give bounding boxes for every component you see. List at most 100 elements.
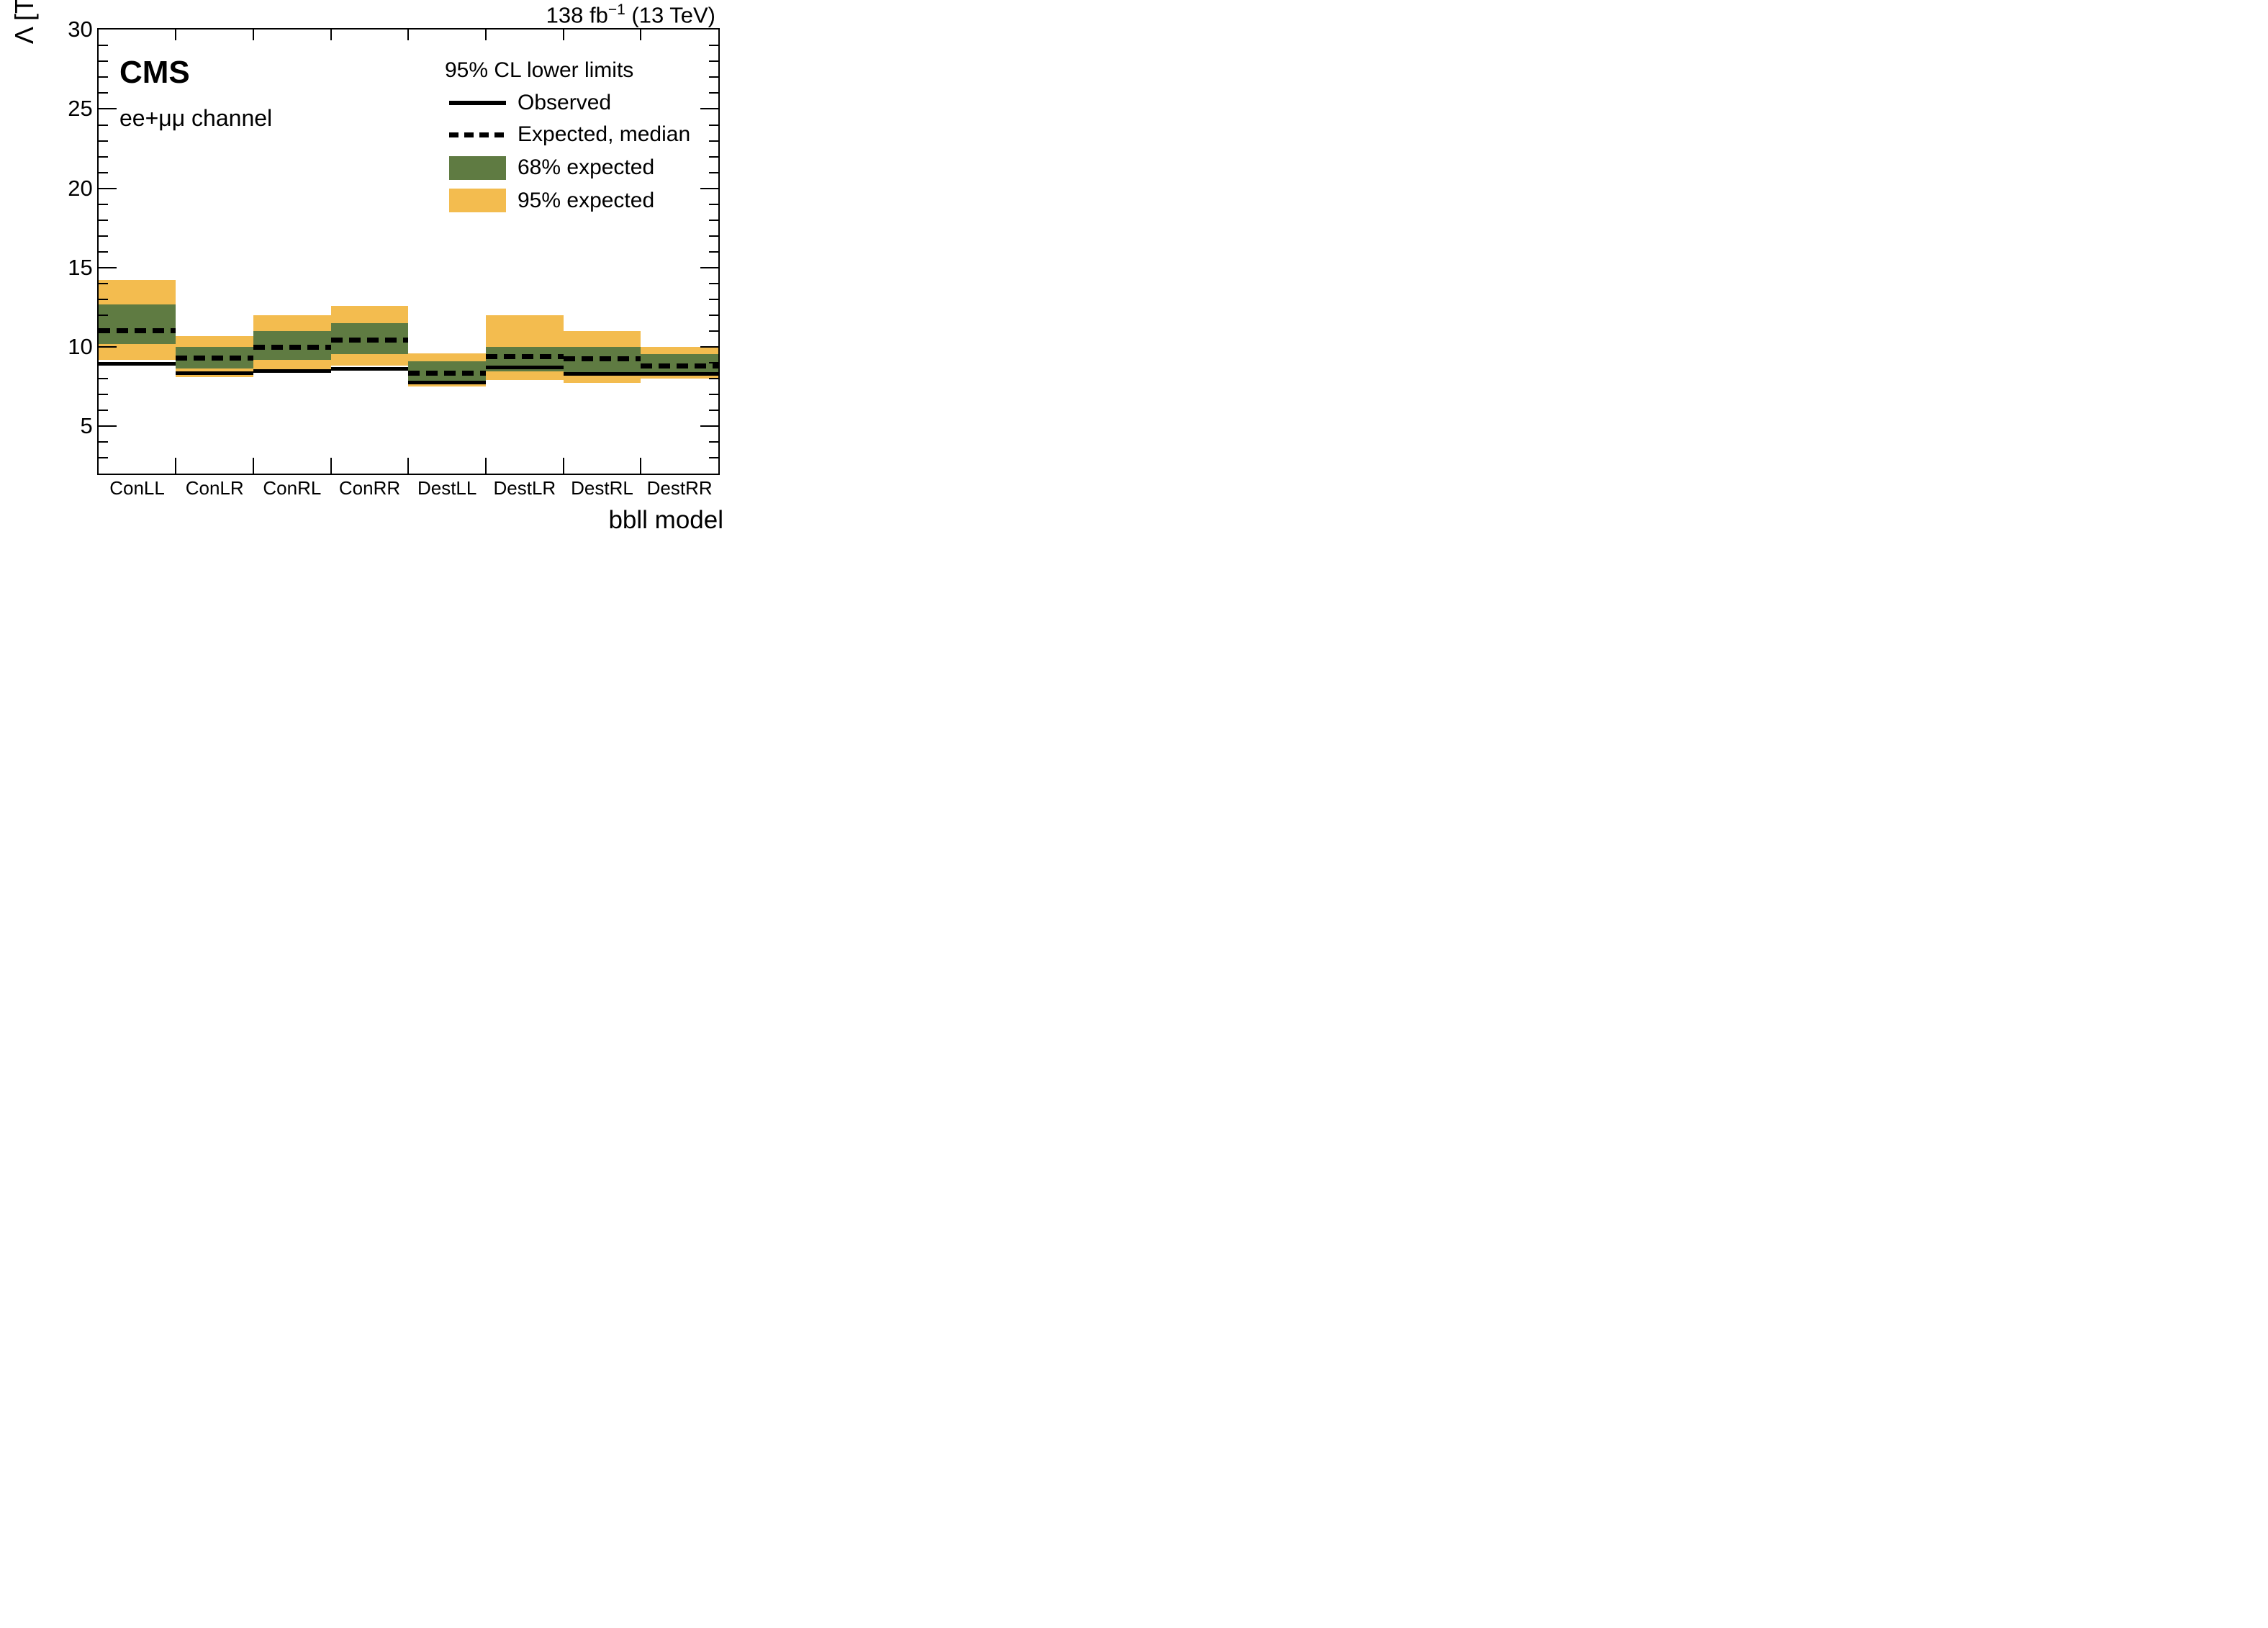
- legend-68pct-label: 68% expected: [518, 155, 655, 179]
- y-minor-tick-22-left: [98, 155, 108, 158]
- observed-line-ConLL: [98, 361, 176, 366]
- y-axis-title: Λ [TeV]: [9, 0, 39, 45]
- y-minor-tick-11-right: [709, 330, 718, 332]
- observed-line-ConLR: [176, 371, 254, 375]
- y-major-tick-25-right: [700, 108, 718, 110]
- x-category-label-ConLL: ConLL: [109, 477, 165, 499]
- y-major-tick-20-left: [98, 187, 117, 189]
- lumi-value: 138 fb: [546, 2, 608, 28]
- x-category-label-DestRR: DestRR: [646, 477, 713, 499]
- legend-observed-line-sample: [449, 101, 506, 105]
- x-bin-edge-tick-bottom-3: [330, 458, 332, 474]
- y-major-tick-20-right: [700, 187, 718, 189]
- expected-median-line-ConLR: [176, 355, 254, 361]
- y-minor-tick-22-right: [709, 155, 718, 158]
- y-minor-tick-12-left: [98, 314, 108, 316]
- cms-logo-text: CMS: [119, 55, 190, 90]
- y-major-tick-15-left: [98, 266, 117, 268]
- y-minor-tick-8-right: [709, 378, 718, 380]
- x-bin-edge-tick-top-4: [407, 30, 410, 41]
- expected-median-line-ConRR: [330, 337, 409, 343]
- y-minor-tick-29-right: [709, 45, 718, 47]
- y-minor-tick-23-right: [709, 140, 718, 142]
- y-major-tick-25-left: [98, 108, 117, 110]
- observed-line-DestRL: [563, 371, 641, 376]
- legend-95pct-label: 95% expected: [518, 188, 655, 212]
- y-tick-label-10: 10: [68, 334, 93, 359]
- legend-68pct-swatch: [449, 155, 506, 180]
- y-major-tick-5-right: [700, 425, 718, 428]
- x-category-label-ConRR: ConRR: [338, 477, 401, 499]
- x-bin-edge-tick-top-5: [485, 30, 487, 41]
- y-minor-tick-23-left: [98, 140, 108, 142]
- expected-median-line-DestLR: [486, 353, 564, 359]
- y-tick-label-25: 25: [68, 96, 93, 122]
- legend-expected-label: Expected, median: [518, 122, 691, 146]
- x-bin-edge-tick-top-3: [330, 30, 332, 41]
- y-minor-tick-28-left: [98, 60, 108, 63]
- y-minor-tick-29-left: [98, 45, 108, 47]
- y-minor-tick-18-right: [709, 219, 718, 221]
- y-minor-tick-17-right: [709, 235, 718, 237]
- y-minor-tick-16-right: [709, 250, 718, 253]
- y-minor-tick-3-right: [709, 457, 718, 459]
- y-tick-label-5: 5: [80, 413, 93, 439]
- energy-value: (13 TeV): [625, 2, 715, 28]
- x-bin-edge-tick-bottom-5: [485, 458, 487, 474]
- y-minor-tick-19-left: [98, 203, 108, 205]
- limit-plot-canvas: 138 fb−1 (13 TeV) Λ [TeV] 5 10 15 20 25 30 CM…: [0, 0, 756, 543]
- y-major-tick-10-right: [700, 346, 718, 348]
- y-minor-tick-7-right: [709, 394, 718, 396]
- luminosity-energy-label: 138 fb−1 (13 TeV): [546, 1, 715, 28]
- x-category-label-ConRL: ConRL: [263, 477, 322, 499]
- y-minor-tick-27-right: [709, 76, 718, 78]
- x-bin-edge-tick-bottom-1: [175, 458, 177, 474]
- y-minor-tick-24-left: [98, 124, 108, 126]
- legend-observed-label: Observed: [518, 91, 612, 114]
- y-minor-tick-13-right: [709, 298, 718, 300]
- y-minor-tick-21-left: [98, 171, 108, 173]
- expected-median-line-DestLL: [408, 370, 486, 376]
- x-bin-edge-tick-top-1: [175, 30, 177, 41]
- y-minor-tick-24-right: [709, 124, 718, 126]
- y-major-tick-5-left: [98, 425, 117, 428]
- y-minor-tick-4-right: [709, 441, 718, 443]
- y-minor-tick-26-right: [709, 92, 718, 94]
- x-axis-title: bbll model: [608, 506, 723, 534]
- y-major-tick-15-right: [700, 266, 718, 268]
- y-minor-tick-12-right: [709, 314, 718, 316]
- observed-line-ConRL: [253, 368, 331, 373]
- x-bin-edge-tick-bottom-4: [407, 458, 410, 474]
- y-major-tick-10-left: [98, 346, 117, 348]
- x-bin-edge-tick-top-6: [562, 30, 564, 41]
- legend-95pct-swatch: [449, 189, 506, 212]
- band-68pct-ConLL: [98, 304, 176, 344]
- y-tick-label-30: 30: [68, 17, 93, 42]
- legend-expected-line-sample: [449, 132, 506, 137]
- x-category-label-DestLL: DestLL: [417, 477, 477, 499]
- y-minor-tick-19-right: [709, 203, 718, 205]
- y-minor-tick-7-left: [98, 394, 108, 396]
- x-bin-edge-tick-bottom-2: [253, 458, 255, 474]
- x-bin-edge-tick-bottom-6: [562, 458, 564, 474]
- y-tick-label-15: 15: [68, 254, 93, 280]
- y-minor-tick-6-right: [709, 410, 718, 412]
- y-minor-tick-27-left: [98, 76, 108, 78]
- y-minor-tick-9-right: [709, 362, 718, 364]
- y-minor-tick-13-left: [98, 298, 108, 300]
- legend-title: 95% CL lower limits: [445, 58, 634, 82]
- x-bin-edge-tick-top-7: [640, 30, 642, 41]
- channel-label: ee+μμ channel: [119, 105, 273, 131]
- observed-line-DestRR: [641, 371, 718, 376]
- y-minor-tick-17-left: [98, 235, 108, 237]
- x-category-label-DestRL: DestRL: [571, 477, 633, 499]
- observed-line-ConRR: [330, 367, 409, 371]
- expected-median-line-DestRR: [641, 363, 718, 368]
- y-minor-tick-8-left: [98, 378, 108, 380]
- x-bin-edge-tick-top-2: [253, 30, 255, 41]
- y-minor-tick-4-left: [98, 441, 108, 443]
- plot-frame: [96, 28, 720, 476]
- x-bin-edge-tick-bottom-7: [640, 458, 642, 474]
- y-minor-tick-14-right: [709, 282, 718, 284]
- y-tick-label-20: 20: [68, 175, 93, 201]
